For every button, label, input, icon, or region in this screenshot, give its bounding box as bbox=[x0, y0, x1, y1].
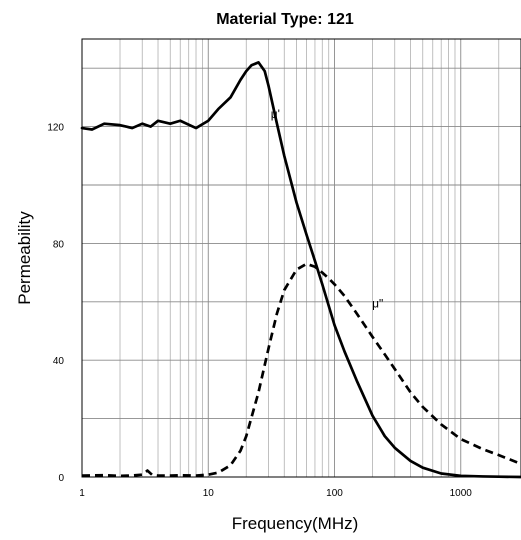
y-tick-label: 80 bbox=[53, 239, 65, 250]
y-tick-label: 40 bbox=[53, 356, 65, 367]
grid-layer bbox=[81, 39, 521, 478]
x-tick-label: 100 bbox=[326, 488, 343, 499]
tick-layer: 1 10 100 1000 0 40 80 120 bbox=[47, 123, 472, 499]
y-tick-label: 0 bbox=[58, 473, 64, 484]
y-tick-label: 120 bbox=[47, 123, 64, 134]
mu-prime-series bbox=[80, 61, 521, 479]
plot-frame bbox=[81, 38, 521, 478]
mu-double-prime-series bbox=[81, 262, 521, 478]
chart-title: Material Type: 121 bbox=[216, 11, 354, 28]
x-tick-label: 10 bbox=[203, 488, 215, 499]
x-tick-label: 1 bbox=[79, 488, 85, 499]
mu-prime-annotation: μ' bbox=[271, 107, 280, 121]
series-layer bbox=[80, 61, 521, 479]
x-axis-label: Frequency(MHz) bbox=[232, 514, 359, 533]
y-axis-label: Permeability bbox=[15, 211, 34, 305]
x-tick-label: 1000 bbox=[450, 488, 473, 499]
mu-double-prime-annotation: μ" bbox=[372, 297, 383, 311]
annotation-layer: μ' μ" bbox=[271, 107, 384, 311]
